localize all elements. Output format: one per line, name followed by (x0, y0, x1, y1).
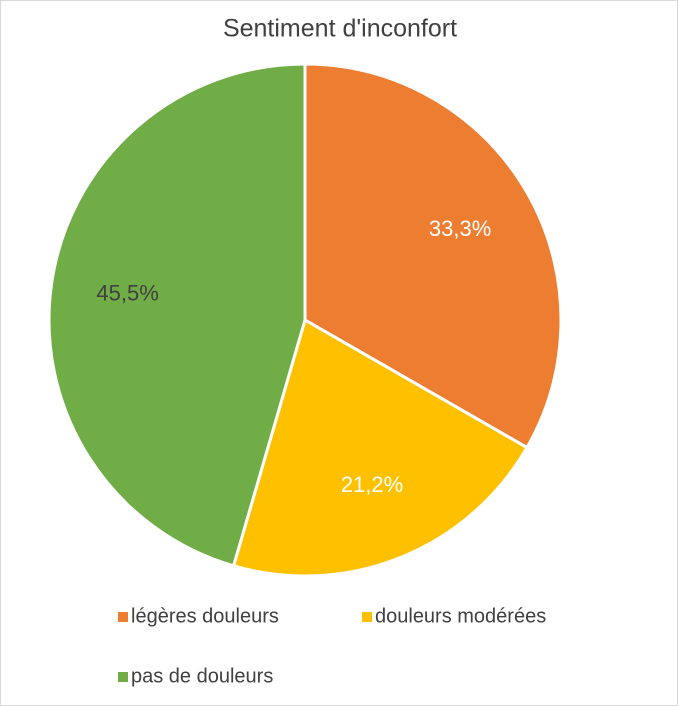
legend-label: légères douleurs (131, 605, 279, 627)
pie-slice (47, 62, 307, 568)
chart-title: Sentiment d'inconfort (223, 15, 457, 43)
data-label: 21,2% (341, 472, 403, 497)
legend-label: douleurs modérées (375, 605, 546, 627)
data-label: 33,3% (429, 216, 491, 241)
pie-slice (303, 62, 563, 450)
pie-slice (231, 317, 530, 578)
legend-swatch (362, 612, 372, 622)
data-label: 45,5% (96, 281, 158, 306)
legend-label: pas de douleurs (131, 665, 273, 687)
legend-swatch (118, 612, 128, 622)
legend-swatch (118, 672, 128, 682)
